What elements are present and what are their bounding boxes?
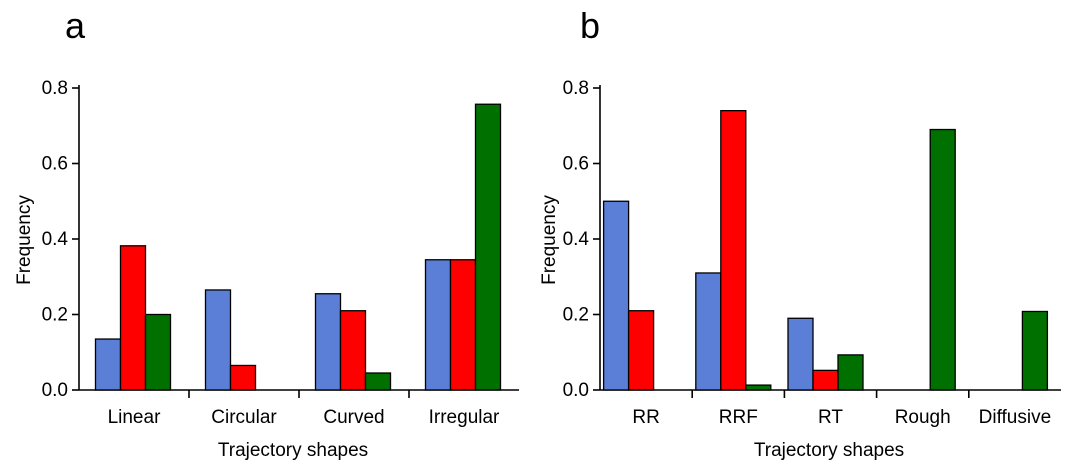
panel-a-bar-curved-s2 bbox=[339, 310, 367, 391]
panel-b-bar-rt-s1 bbox=[787, 317, 814, 391]
panel-b-bar-rr-s1 bbox=[602, 200, 630, 391]
panel-a-bar-linear-s2 bbox=[119, 245, 147, 391]
panel-a-ytick-label: 0.4 bbox=[42, 229, 69, 250]
panel-a-ytick-label: 0.6 bbox=[42, 154, 68, 175]
panel-a-bar-curved-s1 bbox=[314, 293, 342, 391]
panel-a-bar-circular-s2 bbox=[229, 364, 257, 391]
panel-a-bar-circular-s1 bbox=[204, 289, 232, 391]
panel-a-bar-linear-s1 bbox=[94, 338, 122, 391]
panel-a-bar-curved-s3 bbox=[364, 372, 392, 391]
panel-a-bar-irregular-s3 bbox=[474, 103, 502, 391]
panel-a: a Frequency Trajectory shapes 0.00.20.40… bbox=[14, 5, 519, 461]
panel-b-bar-rt-s3 bbox=[837, 354, 864, 391]
panel-b-category-label: Diffusive bbox=[979, 407, 1052, 428]
panel-b-bar-diffusive-s3 bbox=[1021, 310, 1049, 391]
panel-b-ytick-label: 0.2 bbox=[563, 305, 589, 326]
panel-b-xlabel: Trajectory shapes bbox=[754, 440, 904, 461]
panel-a-category-label: Irregular bbox=[429, 407, 500, 428]
panel-a-category-label: Linear bbox=[108, 407, 161, 428]
panel-b-bar-rough-s3 bbox=[929, 128, 956, 391]
panel-a-ytick-label: 0.8 bbox=[42, 78, 68, 99]
panel-b-category-label: Rough bbox=[895, 407, 951, 428]
panel-a-ytick-label: 0.2 bbox=[42, 305, 68, 326]
panel-b-ytick-label: 0.0 bbox=[563, 380, 589, 401]
panel-b-ytick-label: 0.6 bbox=[563, 154, 589, 175]
panel-b-letter: b bbox=[580, 5, 600, 46]
panel-b-category-label: RRF bbox=[719, 407, 758, 428]
panel-a-xlabel: Trajectory shapes bbox=[218, 440, 368, 461]
panel-b-bar-rr-s2 bbox=[627, 310, 655, 391]
panel-a-bar-irregular-s1 bbox=[424, 259, 452, 391]
panel-b-category-label: RR bbox=[632, 407, 659, 428]
panel-b-bar-rrf-s2 bbox=[720, 110, 747, 391]
panel-a-bar-irregular-s2 bbox=[449, 259, 477, 391]
panel-a-category-label: Circular bbox=[211, 407, 277, 428]
panel-b-bar-rrf-s1 bbox=[695, 272, 722, 391]
panel-b-ytick-label: 0.8 bbox=[563, 78, 589, 99]
panel-b-ylabel: Frequency bbox=[539, 195, 560, 285]
panel-a-ylabel: Frequency bbox=[14, 195, 35, 285]
panel-a-ytick-label: 0.0 bbox=[42, 380, 68, 401]
panel-b-category-label: RT bbox=[818, 407, 843, 428]
panel-b-ytick-label: 0.4 bbox=[563, 229, 590, 250]
panel-b-bar-rt-s2 bbox=[812, 369, 839, 391]
panel-b-bar-rrf-s3 bbox=[745, 384, 772, 391]
panel-a-category-label: Curved bbox=[323, 407, 384, 428]
panel-b: b Frequency Trajectory shapes 0.00.20.40… bbox=[539, 5, 1061, 461]
panel-a-bar-linear-s3 bbox=[144, 313, 172, 391]
panel-a-letter: a bbox=[65, 5, 86, 46]
panel-b-plot: 0.0 0.2 0.4 0.6 0.8 RR RRF RT Rough Diffusive bbox=[563, 78, 1061, 428]
panel-a-plot: 0.0 0.2 0.4 0.6 0.8 Linear Circular Curved Irreg… bbox=[42, 78, 519, 428]
